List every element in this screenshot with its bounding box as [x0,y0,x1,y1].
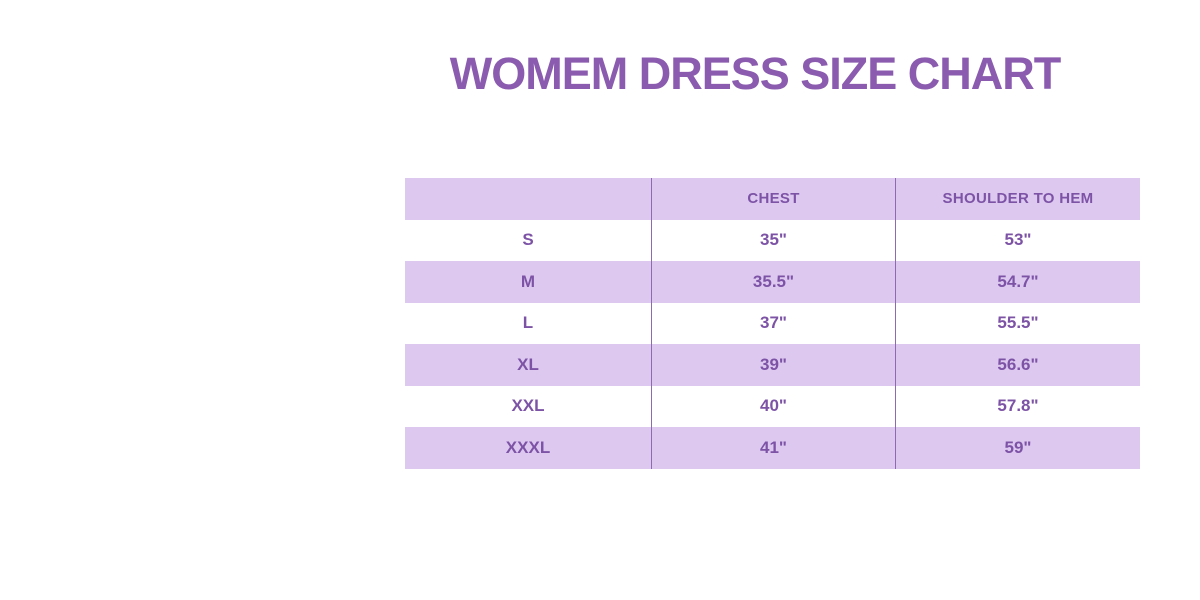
table-row-xxl: XXL 40" 57.8" [405,385,1140,427]
shoulder-to-hem-value: 57.8" [895,385,1140,427]
table-row-l: L 37" 55.5" [405,302,1140,344]
size-label: L [522,313,534,333]
chest-value: 41" [651,427,895,469]
header-cell-chest: CHEST [651,178,895,220]
chest-value: 40" [651,385,895,427]
chest-value: 35" [651,219,895,261]
chest-value: 35.5" [651,261,895,303]
size-label: XXXL [505,437,551,457]
table-header-row: CHEST SHOULDER TO HEM [405,178,1140,220]
shoulder-to-hem-value: 59" [895,427,1140,469]
size-label: M [520,271,536,291]
table-row-xl: XL 39" 56.6" [405,344,1140,386]
table-row-m: M 35.5" 54.7" [405,261,1140,303]
shoulder-to-hem-value: 55.5" [895,302,1140,344]
size-label: XL [517,354,539,374]
header-cell-shoulder-to-hem: SHOULDER TO HEM [895,178,1140,220]
size-label: S [522,230,534,250]
shoulder-to-hem-value: 56.6" [895,344,1140,386]
size-chart-table: CHEST SHOULDER TO HEM S 35" 53" M 35.5" … [405,178,1140,469]
size-label: XXL [511,396,545,416]
table-row-xxxl: XXXL 41" 59" [405,427,1140,469]
chest-value: 39" [651,344,895,386]
shoulder-to-hem-value: 54.7" [895,261,1140,303]
page-title: WOMEM DRESS SIZE CHART [449,48,1062,99]
header-cell-size [405,178,651,220]
chest-value: 37" [651,302,895,344]
table-row-s: S 35" 53" [405,219,1140,261]
shoulder-to-hem-value: 53" [895,219,1140,261]
